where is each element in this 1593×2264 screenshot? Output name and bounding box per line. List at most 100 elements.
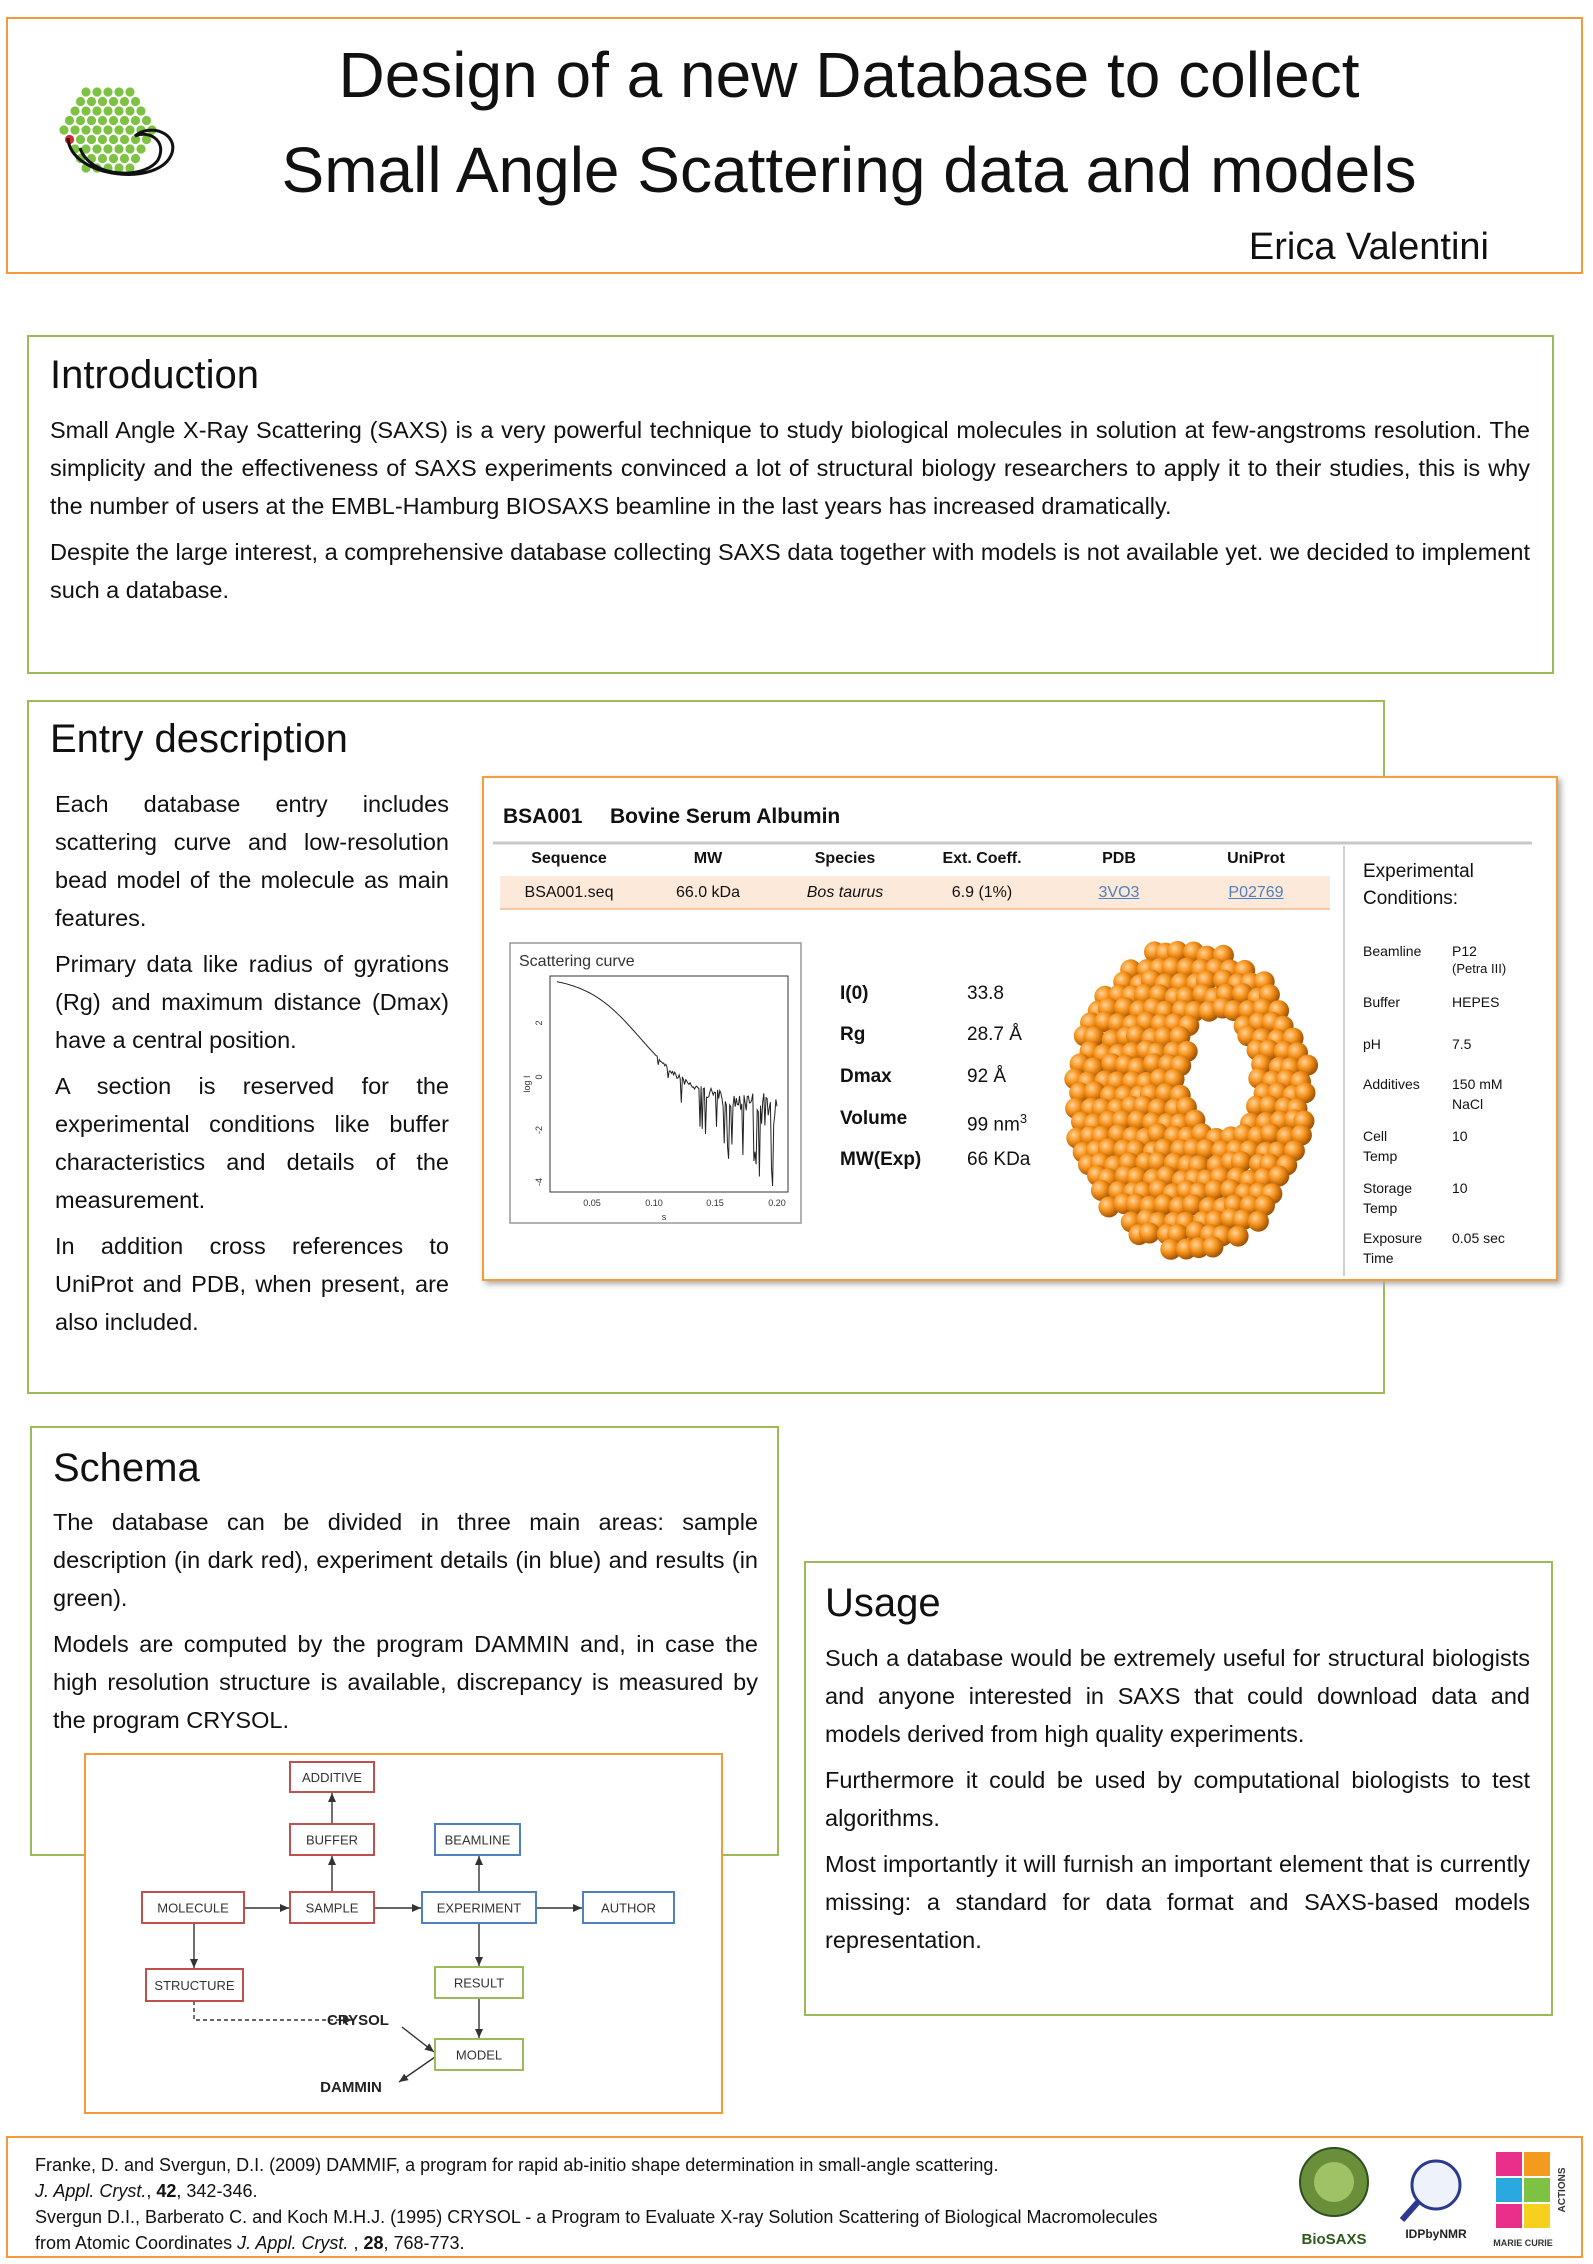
logo-name: BioSAXS	[1301, 2231, 1366, 2248]
property-value: 66 KDa	[967, 1147, 1030, 1173]
paragraph: Models are computed by the program DAMMI…	[53, 1631, 758, 1733]
title-line: Small Angle Scattering data and models	[281, 134, 1417, 206]
schema-node	[289, 1761, 375, 1793]
condition-value: 10	[1452, 1128, 1468, 1144]
bead	[1195, 1138, 1217, 1160]
paragraphs: Such a database would be extremely usefu…	[825, 1639, 1530, 1967]
table-header: UniProt	[1227, 850, 1285, 867]
logo	[59, 87, 175, 176]
logo-dot	[81, 125, 91, 135]
logo-dot	[119, 115, 130, 126]
logo-dot	[103, 87, 113, 97]
reference-line: Svergun D.I., Barberato C. and Koch M.H.…	[35, 2204, 1158, 2230]
bead	[1182, 1194, 1204, 1216]
logo-dot	[92, 87, 102, 97]
schema-node-label: MODEL	[456, 2048, 502, 2063]
table-cell: 66.0 kDa	[675, 884, 741, 901]
schema-node	[582, 1891, 675, 1924]
logo-dot	[108, 134, 119, 145]
bead	[1227, 1225, 1249, 1247]
schema-node-label: STRUCTURE	[154, 1978, 234, 1993]
bead	[1260, 1123, 1282, 1145]
schema-node	[141, 1891, 245, 1924]
property-label: Rg	[840, 1024, 866, 1045]
logo-dot	[92, 144, 102, 154]
logo-dot	[108, 115, 119, 126]
logo-dot	[103, 144, 113, 154]
logo-dot	[119, 134, 130, 145]
table-cell: BSA001.seq	[524, 884, 614, 901]
paragraph: A section is reserved for the experiment…	[55, 1073, 449, 1213]
plot-x-tick-label: 0.20	[768, 1198, 786, 1208]
paragraph: Most importantly it will furnish an impo…	[825, 1851, 1530, 1953]
usage-box	[804, 1561, 1553, 2016]
schema-node-label: ADDITIVE	[302, 1770, 362, 1785]
conditions-heading: Experimental Conditions:	[1363, 861, 1474, 909]
schema-node	[434, 1966, 524, 1999]
logo-dot	[119, 153, 130, 164]
bead	[1258, 1095, 1280, 1117]
property-value: 28.7 Å	[967, 1022, 1022, 1048]
plot-axes	[549, 975, 789, 1193]
schema-node-label: AUTHOR	[601, 1901, 656, 1916]
condition-label: Exposure Time	[1363, 1230, 1423, 1266]
cross-reference-link[interactable]: P02769	[1228, 884, 1284, 901]
logo-dot	[136, 144, 146, 154]
logo-dot	[70, 106, 80, 116]
scattering-curve	[556, 981, 778, 1187]
schema-node-label: BEAMLINE	[445, 1833, 511, 1848]
sponsor-logos: BioSAXS IDPbyNMR MARIE CURIE ACTIONS	[1299, 2147, 1568, 2248]
condition-label: Storage Temp	[1363, 1180, 1413, 1216]
condition-label: Buffer	[1363, 994, 1401, 1010]
paragraphs: Each database entry includes scattering …	[55, 785, 449, 1349]
logo-dot	[81, 144, 91, 154]
value-text: 28.7 Å	[967, 1024, 1022, 1045]
value-text: 66 KDa	[967, 1149, 1031, 1170]
schema-node	[289, 1891, 375, 1924]
paragraphs: The database can be divided in three mai…	[53, 1503, 758, 1747]
logo-dot	[108, 96, 119, 107]
schema-node	[434, 2038, 524, 2071]
card-graphics: Scattering curve 2 0 -2 -4 0.05 0.10 0.15 0.20 s l…	[493, 841, 1532, 1276]
cross-reference-link[interactable]: 3VO3	[1098, 884, 1140, 901]
condition-label: pH	[1363, 1036, 1381, 1052]
property-value: 99 nm3	[967, 1106, 1027, 1138]
logo-name: ACTIONS	[1557, 2167, 1568, 2212]
logo-dot	[103, 125, 113, 135]
logo-dot	[114, 125, 124, 135]
logo-dot	[136, 106, 146, 116]
logo-dot	[125, 87, 135, 97]
marie-curie-tile	[1524, 2152, 1550, 2176]
logo-dot	[70, 125, 80, 135]
schema-diagram: ADDITIVE BUFFER BEAMLINE MOLECULE SAMPLE EXPE…	[84, 1753, 723, 2114]
intro-box	[27, 335, 1554, 674]
logo-dot	[130, 115, 141, 126]
bead	[1202, 1236, 1224, 1258]
logo-dot	[64, 115, 75, 126]
plot-frame	[509, 942, 802, 1224]
idp-lens	[1410, 2159, 1462, 2211]
reference-text: , 342-346.	[176, 2181, 258, 2201]
plot-x-label: s	[662, 1212, 667, 1222]
logo-dot	[97, 153, 108, 164]
logo-dot	[108, 153, 119, 164]
logo-dot	[97, 134, 108, 145]
paragraph: In addition cross references to UniProt …	[55, 1233, 449, 1335]
marie-curie-tile	[1496, 2152, 1522, 2176]
logo-dot	[81, 87, 91, 97]
paragraph: Despite the large interest, a comprehens…	[50, 539, 1530, 603]
bead	[1090, 1179, 1112, 1201]
schema-node-label: EXPERIMENT	[437, 1901, 522, 1916]
value-text: 92 Å	[967, 1066, 1007, 1087]
program-label: DAMMIN	[320, 2079, 382, 2096]
logo-name: IDPbyNMR	[1405, 2227, 1467, 2241]
logo-dot	[86, 115, 97, 126]
condition-value: HEPES	[1452, 994, 1500, 1010]
bead	[1161, 957, 1183, 978]
logo-dot	[141, 134, 152, 145]
bead	[1230, 1151, 1252, 1173]
table-header: Sequence	[531, 850, 607, 867]
logo-dot	[97, 115, 108, 126]
reference-line: J. Appl. Cryst., 42, 342-346.	[35, 2178, 257, 2204]
value-text: 33.8	[967, 983, 1004, 1004]
